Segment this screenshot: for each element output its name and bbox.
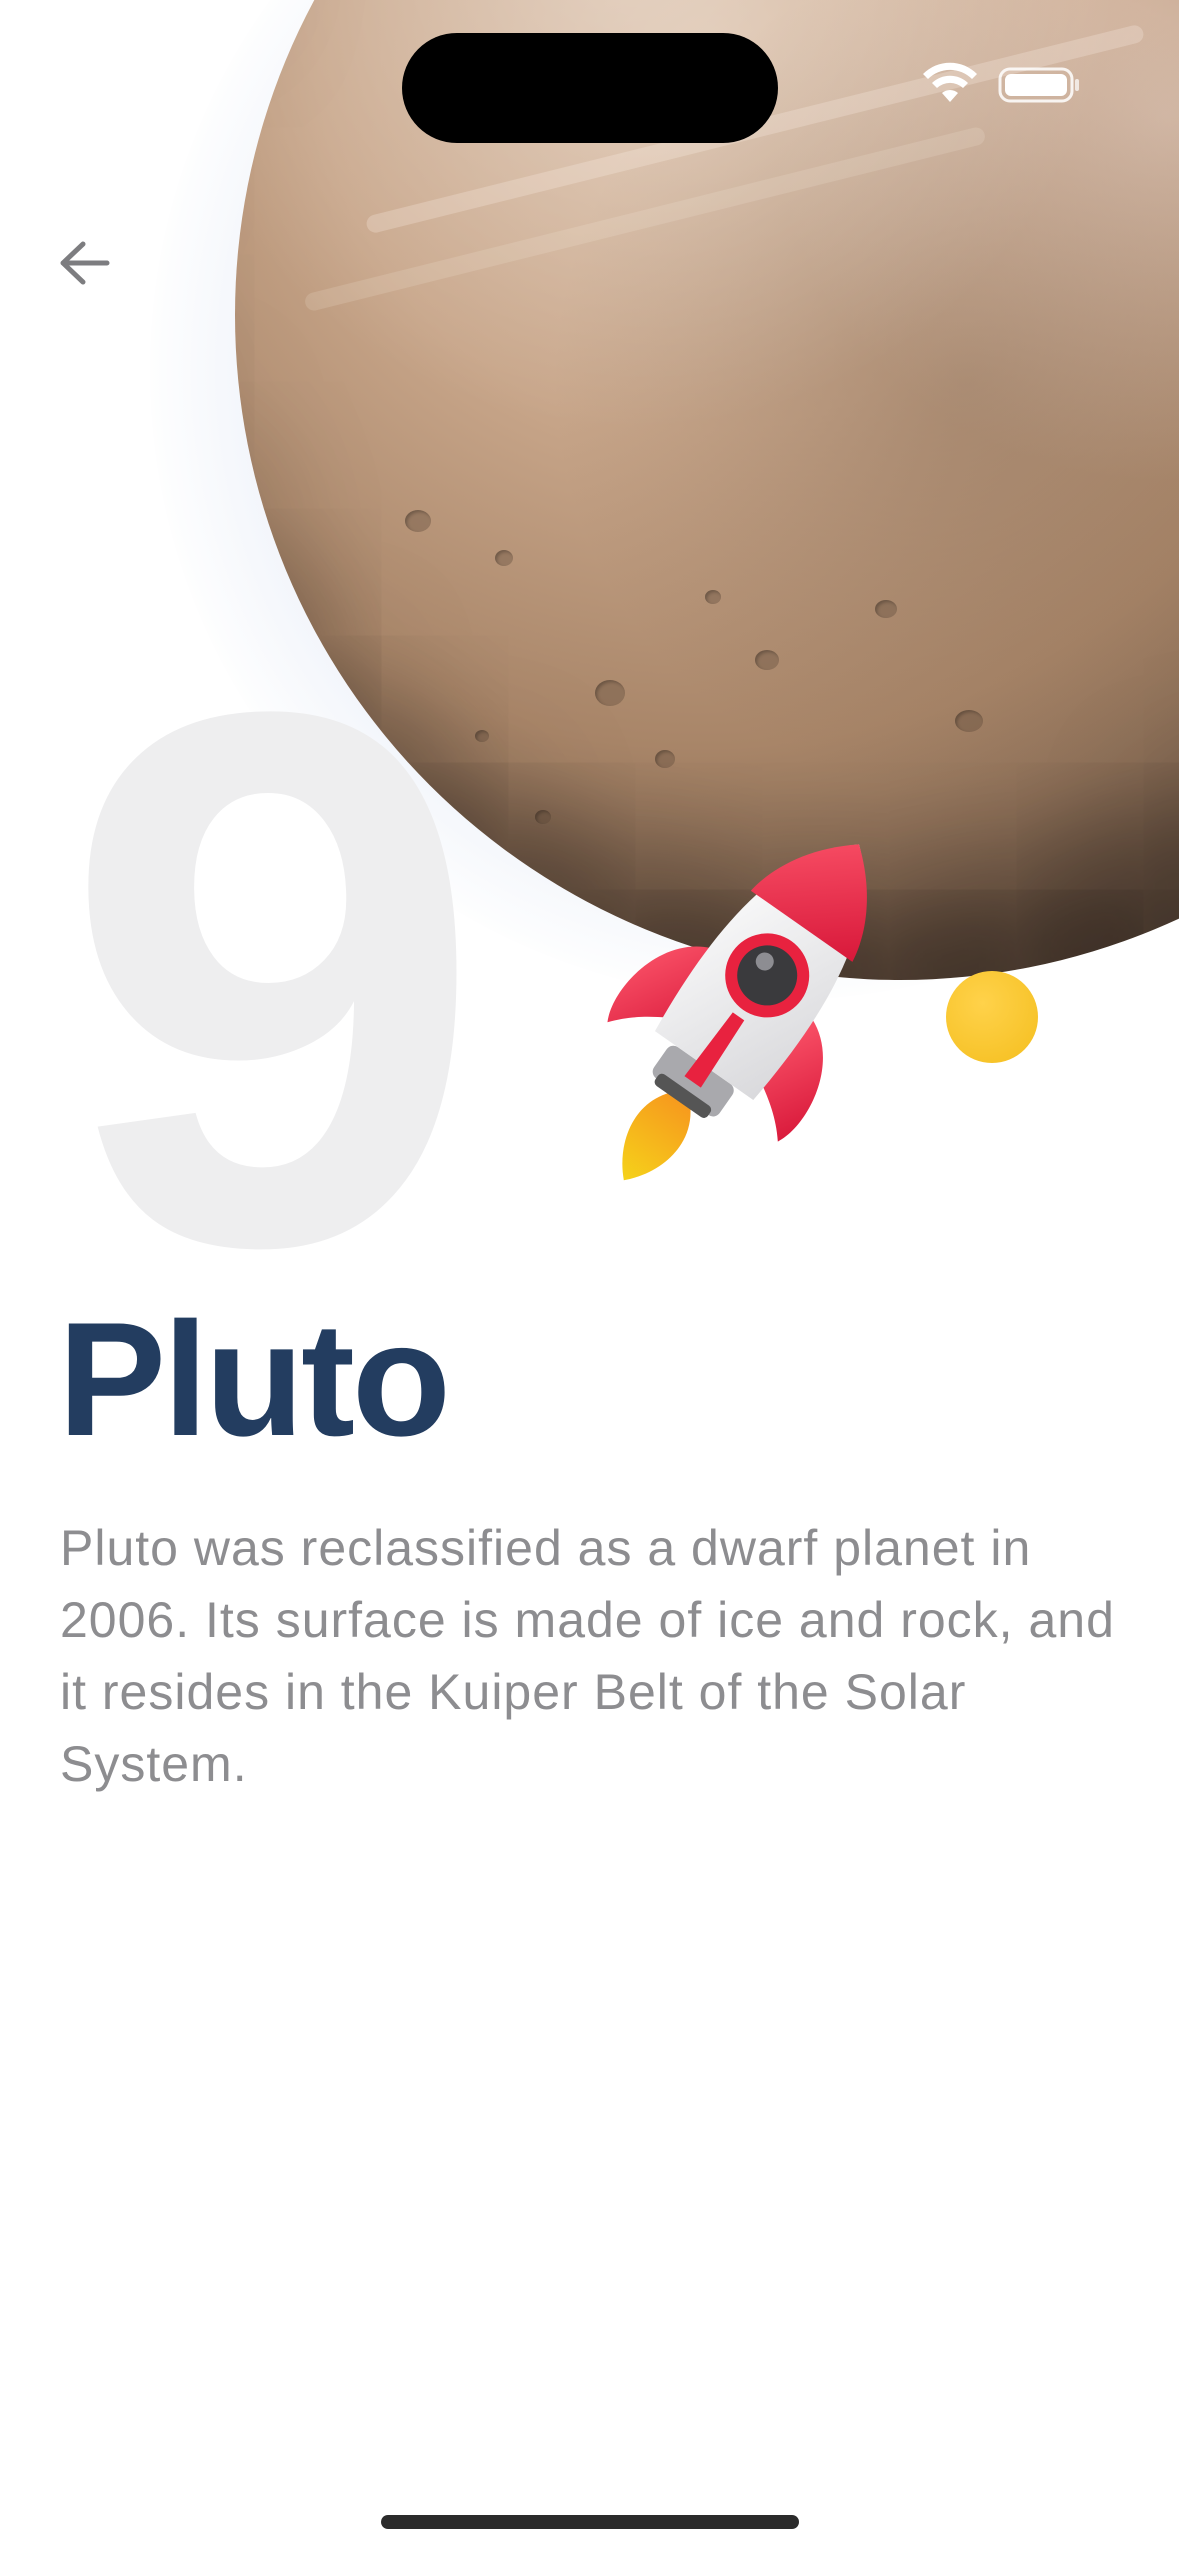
home-indicator[interactable] xyxy=(381,2515,799,2529)
planet-crater xyxy=(595,680,625,706)
planet-description: Pluto was reclassified as a dwarf planet… xyxy=(60,1520,1115,1792)
battery-icon xyxy=(998,67,1079,103)
accent-dot xyxy=(946,971,1038,1063)
status-bar-right xyxy=(923,62,1079,103)
planet-crater xyxy=(495,550,513,566)
back-arrow-icon xyxy=(60,241,110,285)
planet-crater xyxy=(955,710,983,732)
wifi-icon xyxy=(923,62,977,102)
planet-crater xyxy=(405,510,431,532)
dynamic-island xyxy=(402,33,778,143)
planet-crater xyxy=(705,590,721,604)
planet-crater xyxy=(875,600,897,618)
rocket-illustration xyxy=(607,844,867,1181)
planet-crater xyxy=(475,730,489,742)
planet-crater xyxy=(535,810,551,824)
planet-title: Pluto xyxy=(58,1289,451,1470)
planet-crater xyxy=(755,650,779,670)
planet-crater xyxy=(655,750,675,768)
back-button[interactable] xyxy=(50,228,120,298)
